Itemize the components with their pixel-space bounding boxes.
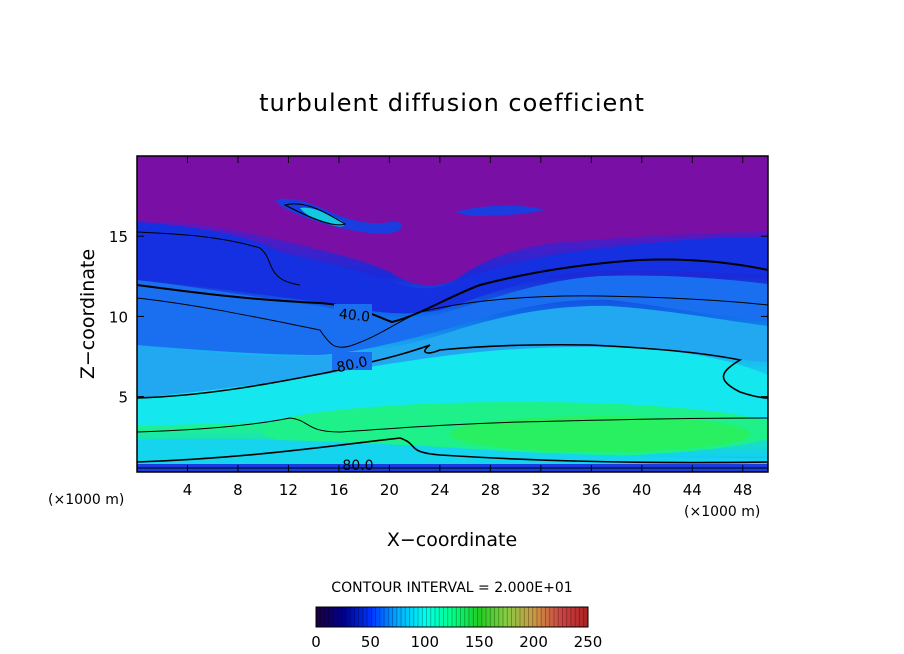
colorbar-ticks: 0 50 100 150 200 250 — [311, 633, 602, 651]
x-axis-label: X−coordinate — [387, 529, 517, 551]
y-tick-label: 15 — [109, 228, 128, 246]
x-tick-label: 28 — [481, 481, 500, 499]
right-blob — [455, 205, 545, 216]
y-axis: 5 10 15 — [109, 228, 768, 407]
y-tick-label: 10 — [109, 308, 128, 326]
colorbar-tick-label: 0 — [311, 633, 321, 651]
field-deep-blue — [137, 222, 768, 314]
contour-100 — [137, 417, 768, 433]
contour-lines — [137, 203, 768, 469]
upper-blob — [275, 198, 402, 234]
x-tick-label: 40 — [632, 481, 651, 499]
plot-frame — [136, 155, 769, 473]
x-tick-label: 24 — [430, 481, 449, 499]
upper-blob-core — [300, 207, 345, 227]
contour-40 — [137, 258, 768, 324]
contour-80 — [137, 343, 768, 399]
x-tick-label: 12 — [279, 481, 298, 499]
colorbar-tick-label: 200 — [519, 633, 548, 651]
x-tick-label: 4 — [183, 481, 193, 499]
x-unit-left: (×1000 m) — [48, 492, 124, 508]
x-axis: 4 8 12 16 20 24 28 32 36 40 44 48 — [183, 156, 752, 499]
colorbar-tick-label: 100 — [410, 633, 439, 651]
colorbar-frame — [315, 606, 589, 628]
plot-area: 40.0 80.0 80.0 — [137, 156, 768, 474]
contour-80-low — [137, 437, 768, 464]
x-tick-label: 16 — [329, 481, 348, 499]
x-tick-label: 20 — [380, 481, 399, 499]
colorbar-strip — [316, 607, 588, 627]
x-tick-label: 36 — [582, 481, 601, 499]
contour-interval: CONTOUR INTERVAL = 2.000E+01 — [331, 580, 572, 596]
colorbar: 0 50 100 150 200 250 — [311, 606, 602, 651]
contour-blob — [283, 203, 347, 226]
x-tick-label: 32 — [531, 481, 550, 499]
colorbar-tick-label: 150 — [465, 633, 494, 651]
x-tick-label: 44 — [683, 481, 702, 499]
x-unit-right: (×1000 m) — [684, 504, 760, 520]
x-tick-label: 48 — [733, 481, 752, 499]
x-tick-label: 8 — [233, 481, 243, 499]
contour-label-2: 80.0 — [335, 354, 369, 376]
colorbar-tick-label: 50 — [361, 633, 380, 651]
field-upper-purple — [137, 156, 768, 286]
y-tick-label: 5 — [118, 389, 128, 407]
y-axis-label: Z−coordinate — [77, 249, 99, 379]
colorbar-steps — [319, 607, 585, 627]
field-light-blue — [137, 305, 768, 398]
contour-label-1: 40.0 — [338, 306, 371, 325]
field-mid-blue — [137, 275, 768, 355]
contour-label-bgs — [332, 304, 372, 370]
colorbar-tick-label: 250 — [574, 633, 603, 651]
field-bright-green — [450, 416, 750, 452]
contour-60 — [137, 295, 768, 348]
contour-top — [137, 231, 301, 286]
contour-label-3: 80.0 — [342, 458, 373, 474]
chart-title: turbulent diffusion coefficient — [259, 89, 645, 117]
